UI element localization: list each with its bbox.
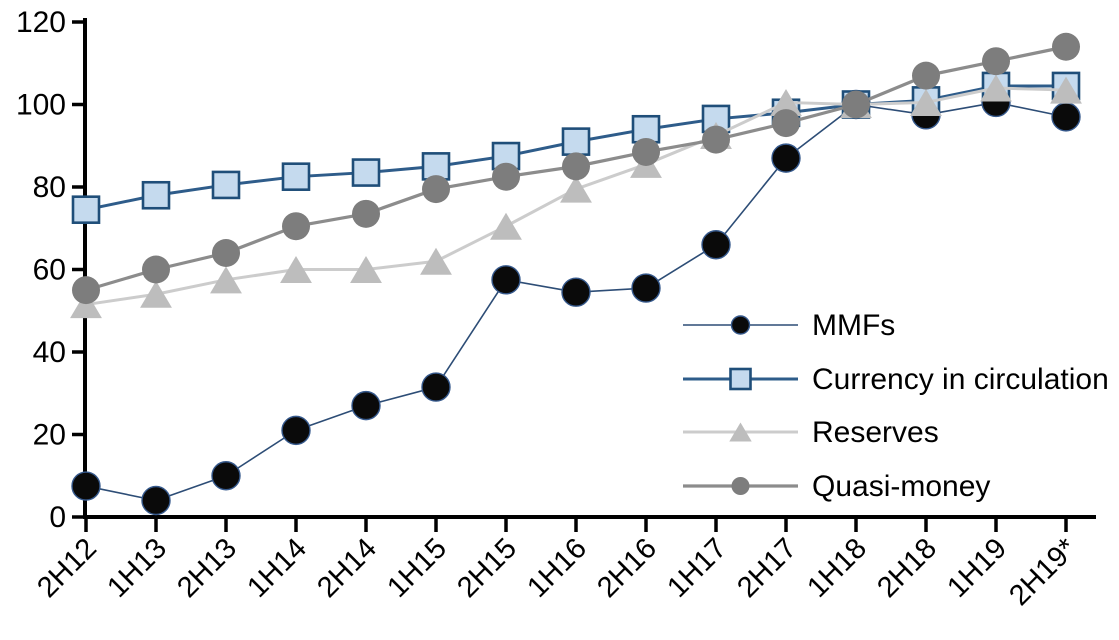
marker-reserves-2h19 xyxy=(1050,76,1082,104)
marker-quasi-money-1h14 xyxy=(282,212,310,241)
marker-currency-in-circulation-1h14 xyxy=(281,162,311,191)
y-tick-label-80: 80 xyxy=(33,171,66,204)
x-tick-label-2h17: 2H17 xyxy=(731,532,803,604)
x-tick-label-1h15: 1H15 xyxy=(381,532,453,604)
legend-item-mmfs: MMFs xyxy=(683,309,895,342)
legend: MMFs Currency in circulation Reserves Quasi… xyxy=(683,309,1109,503)
marker-reserves-1h19 xyxy=(980,74,1012,102)
marker-currency-in-circulation-2h16 xyxy=(631,114,661,144)
marker-reserves-1h14 xyxy=(280,256,312,283)
legend-item-reserves: Reserves xyxy=(683,416,939,449)
y-tick-label-120: 120 xyxy=(16,6,66,39)
marker-quasi-money-1h13 xyxy=(142,255,170,284)
x-tick-label-1h16: 1H16 xyxy=(521,532,593,604)
series-quasi-money xyxy=(72,32,1080,305)
x-tick-label-1h18: 1H18 xyxy=(801,532,873,604)
marker-reserves-2h17 xyxy=(770,88,802,116)
marker-quasi-money-2h14 xyxy=(352,199,380,228)
marker-mmfs-2h17 xyxy=(771,143,801,173)
marker-mmfs-2h16 xyxy=(631,273,661,303)
series-mmfs xyxy=(71,87,1081,516)
marker-currency-in-circulation-1h16 xyxy=(561,127,591,156)
marker-quasi-money-2h17 xyxy=(772,109,800,138)
legend-label-quasi-money: Quasi-money xyxy=(812,470,990,503)
x-tick-label-2h12: 2H12 xyxy=(31,532,103,604)
marker-mmfs-1h16 xyxy=(561,277,591,307)
x-tick-label-2h14: 2H14 xyxy=(311,532,383,604)
legend-label-currency-in-circulation: Currency in circulation xyxy=(812,363,1109,396)
marker-mmfs-2h19 xyxy=(1051,102,1081,132)
marker-mmfs-1h14 xyxy=(281,415,311,446)
legend-label-mmfs: MMFs xyxy=(812,309,895,342)
x-tick-label-2h16: 2H16 xyxy=(591,532,663,604)
marker-reserves-2h15 xyxy=(490,212,522,240)
marker-reserves-2h13 xyxy=(210,266,242,294)
marker-quasi-money-2h19 xyxy=(1052,32,1080,61)
legend-item-currency-in-circulation: Currency in circulation xyxy=(683,363,1109,396)
x-tick-label-1h19: 1H19 xyxy=(941,532,1013,604)
marker-mmfs-1h17 xyxy=(701,230,731,260)
legend-swatch-reserves xyxy=(729,422,752,442)
marker-mmfs-1h15 xyxy=(421,372,451,402)
x-tick-label-1h14: 1H14 xyxy=(241,532,313,604)
marker-quasi-money-2h15 xyxy=(492,162,520,191)
marker-reserves-2h14 xyxy=(350,256,382,283)
marker-reserves-2h12 xyxy=(70,291,102,319)
marker-reserves-1h13 xyxy=(140,280,172,308)
x-tick-label-2h15: 2H15 xyxy=(451,532,523,604)
marker-quasi-money-2h13 xyxy=(212,239,240,267)
marker-currency-in-circulation-2h13 xyxy=(211,170,241,200)
marker-quasi-money-1h18 xyxy=(842,90,870,119)
y-tick-label-60: 60 xyxy=(33,254,66,287)
marker-quasi-money-1h17 xyxy=(702,125,730,154)
legend-swatch-mmfs xyxy=(730,315,751,335)
marker-reserves-1h16 xyxy=(560,175,592,203)
legend-swatch-quasi-money xyxy=(731,477,750,495)
marker-quasi-money-1h19 xyxy=(982,47,1010,76)
marker-currency-in-circulation-1h15 xyxy=(421,152,451,181)
marker-quasi-money-2h18 xyxy=(912,61,940,90)
y-tick-label-100: 100 xyxy=(16,89,66,122)
y-tick-label-40: 40 xyxy=(33,336,66,369)
x-tick-label-2h18: 2H18 xyxy=(871,532,943,604)
y-tick-label-20: 20 xyxy=(33,419,66,452)
marker-reserves-2h18 xyxy=(910,88,942,116)
legend-swatch-currency-in-circulation xyxy=(729,367,752,391)
y-tick-label-0: 0 xyxy=(49,501,66,534)
marker-quasi-money-1h15 xyxy=(422,175,450,204)
marker-mmfs-2h14 xyxy=(351,390,381,421)
marker-quasi-money-1h16 xyxy=(562,152,590,181)
x-tick-label-1h13: 1H13 xyxy=(101,532,173,604)
x-tick-label-2h19: 2H19* xyxy=(1003,532,1083,612)
marker-currency-in-circulation-2h12 xyxy=(71,195,101,224)
legend-item-quasi-money: Quasi-money xyxy=(683,470,990,503)
marker-mmfs-2h12 xyxy=(71,471,101,501)
legend-label-reserves: Reserves xyxy=(812,416,939,449)
marker-mmfs-2h13 xyxy=(211,461,241,491)
x-tick-label-2h13: 2H13 xyxy=(171,532,243,604)
marker-quasi-money-2h12 xyxy=(72,276,100,305)
marker-quasi-money-2h16 xyxy=(632,137,660,166)
marker-reserves-1h15 xyxy=(420,247,452,275)
x-tick-label-1h17: 1H17 xyxy=(661,532,733,604)
marker-currency-in-circulation-1h13 xyxy=(141,180,171,210)
marker-currency-in-circulation-2h14 xyxy=(351,158,381,187)
marker-mmfs-1h13 xyxy=(141,485,171,516)
marker-mmfs-2h15 xyxy=(491,265,521,295)
